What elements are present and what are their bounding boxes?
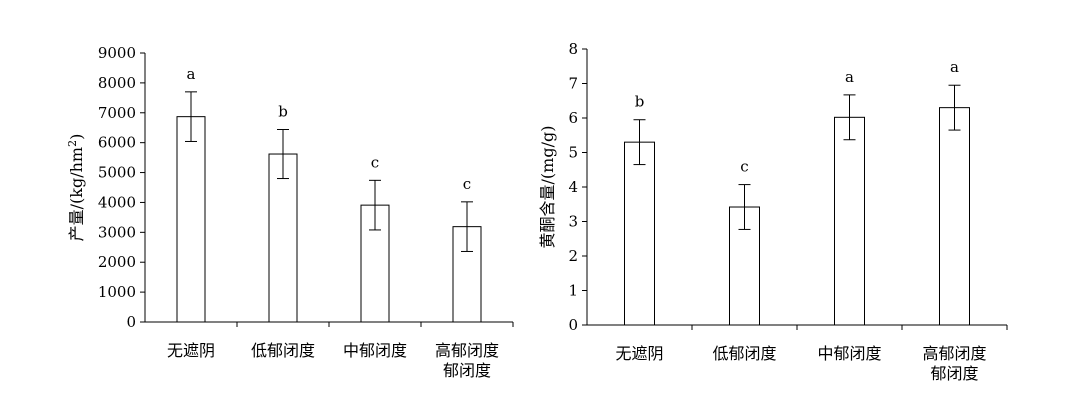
significance-label: c <box>463 175 471 193</box>
y-tick-label: 9000 <box>98 44 136 62</box>
category-label: 中郁闭度 <box>817 344 881 363</box>
y-tick-label: 8 <box>568 40 578 58</box>
y-tick-label: 6000 <box>98 134 136 152</box>
significance-label: b <box>635 93 645 111</box>
y-tick-label: 7 <box>568 75 578 93</box>
y-tick-label: 4 <box>568 178 578 196</box>
category-label: 郁闭度 <box>443 361 491 380</box>
category-label: 低郁闭度 <box>712 344 776 363</box>
y-tick-label: 2000 <box>98 253 136 271</box>
y-tick-label: 0 <box>568 316 578 334</box>
significance-label: b <box>278 103 288 121</box>
yield-chart: 0 1000 2000 3000 4000 5000 6000 7000 8000 9000 a 无遮… <box>66 44 514 380</box>
bar <box>268 153 298 323</box>
category-label: 中郁闭度 <box>343 341 407 360</box>
y-tick-label: 7000 <box>98 104 136 122</box>
y-tick-label: 4000 <box>98 193 136 211</box>
bar <box>939 107 970 326</box>
significance-label: a <box>187 65 196 83</box>
significance-label: a <box>950 58 959 76</box>
category-label: 高郁闭度 <box>435 341 499 360</box>
y-tick-label: 8000 <box>98 74 136 92</box>
category-label: 低郁闭度 <box>251 341 315 360</box>
category-label: 高郁闭度 <box>922 344 986 363</box>
y-tick-label: 1 <box>568 282 578 300</box>
y-tick-label: 3 <box>568 213 578 231</box>
category-label: 无遮阴 <box>167 341 215 360</box>
y-tick-label: 5000 <box>98 164 136 182</box>
significance-label: c <box>371 153 379 171</box>
y-axis-label: 产量/(kg/hm2) <box>66 134 87 242</box>
y-axis-label: 黄酮含量/(mg/g) <box>538 126 557 249</box>
significance-label: a <box>845 68 854 86</box>
bar <box>624 141 655 326</box>
y-tick-label: 5 <box>568 144 578 162</box>
y-tick-label: 1000 <box>98 283 136 301</box>
bar <box>176 116 206 323</box>
y-tick-label: 6 <box>568 109 578 127</box>
bar <box>834 116 865 326</box>
category-label: 无遮阴 <box>615 344 663 363</box>
y-tick-label: 3000 <box>98 223 136 241</box>
y-tick-label: 2 <box>568 247 578 265</box>
y-tick-label: 0 <box>126 313 136 331</box>
category-label: 郁闭度 <box>930 364 978 383</box>
significance-label: c <box>740 158 748 176</box>
